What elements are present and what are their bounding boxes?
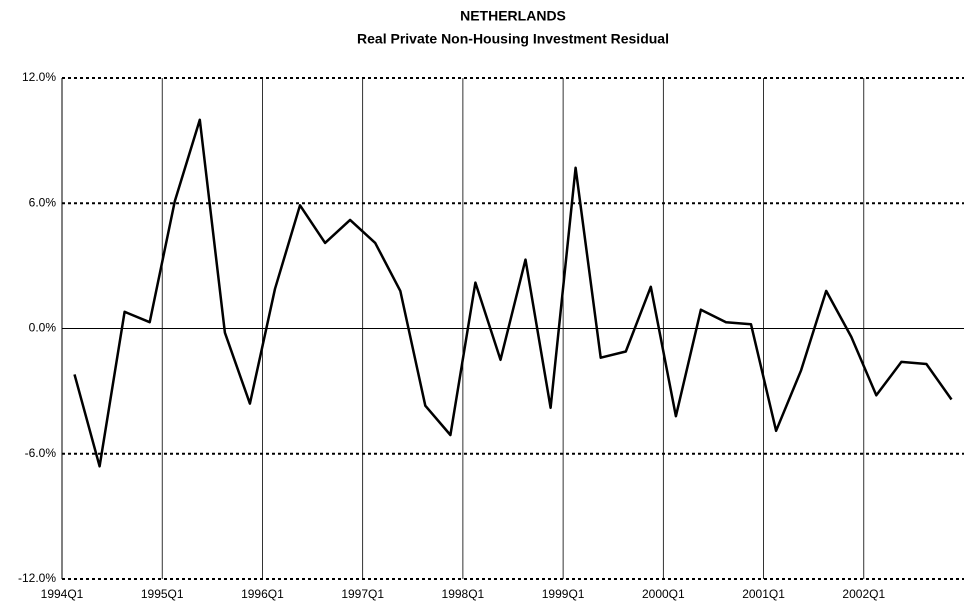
x-tick-label: 1995Q1 [141,587,184,601]
x-tick-label: 2002Q1 [842,587,885,601]
y-tick-label: 0.0% [29,321,57,335]
x-tick-label: 1997Q1 [341,587,384,601]
x-tick-label: 1996Q1 [241,587,284,601]
data-line [73,118,953,468]
x-tick-label: 2001Q1 [742,587,785,601]
x-tick-label: 2000Q1 [642,587,685,601]
chart-title: NETHERLANDS [460,8,566,24]
y-tick-label: -12.0% [18,571,56,585]
y-tick-label: 6.0% [29,195,57,209]
y-tick-label: 12.0% [22,70,56,84]
x-tick-label: 1999Q1 [542,587,585,601]
x-tick-label: 1998Q1 [442,587,485,601]
y-tick-label: -6.0% [25,446,57,460]
x-tick-label: 1994Q1 [41,587,84,601]
chart-subtitle: Real Private Non-Housing Investment Resi… [357,31,669,47]
